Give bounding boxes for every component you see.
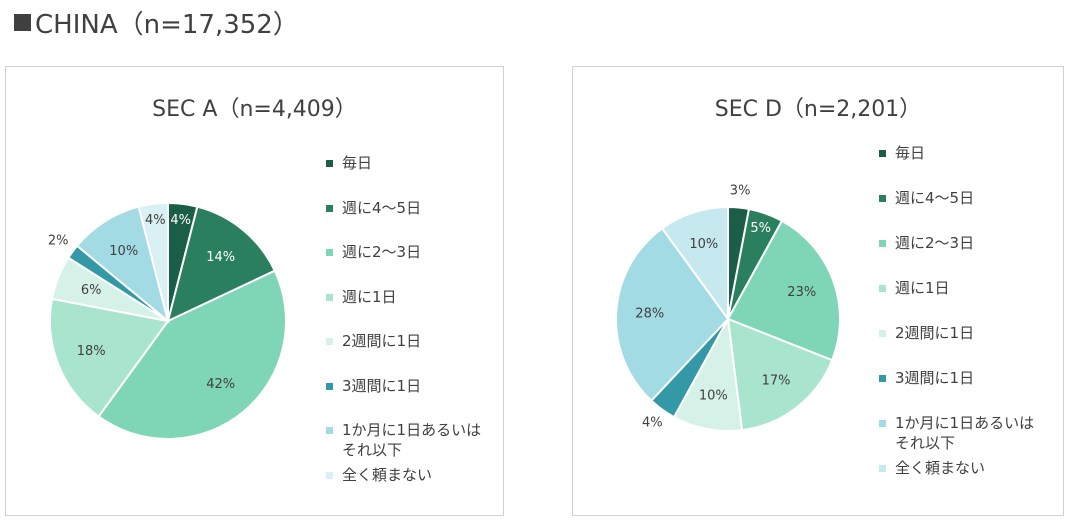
data-label: 14% bbox=[206, 250, 235, 265]
data-label: 5% bbox=[750, 221, 771, 236]
legend-item: 2週間に1日 bbox=[326, 331, 491, 351]
legend-item: 2週間に1日 bbox=[879, 323, 1049, 343]
pie-slice bbox=[660, 205, 729, 323]
legend-item: 1か月に1日あるいはそれ以下 bbox=[326, 420, 491, 460]
legend-marker bbox=[879, 465, 886, 472]
legend-item: 毎日 bbox=[879, 143, 1049, 163]
legend-item: 週に1日 bbox=[879, 278, 1049, 298]
legend-label: 3週間に1日 bbox=[342, 376, 422, 395]
data-label: 3% bbox=[730, 183, 751, 198]
legend-marker bbox=[326, 471, 333, 479]
data-label: 10% bbox=[689, 237, 718, 252]
legend-marker bbox=[326, 249, 333, 256]
legend-label: 2週間に1日 bbox=[895, 324, 975, 342]
data-label: 2% bbox=[48, 234, 69, 249]
chart-title: SEC A（n=4,409） bbox=[152, 97, 357, 122]
legend-label: 週に1日 bbox=[895, 279, 950, 297]
legend-label: 3週間に1日 bbox=[895, 369, 975, 387]
chart-panel: SEC D（n=2,201） 3% 5% 23% 17% 10% 4% 28% 10% 毎日週に… bbox=[572, 66, 1064, 516]
legend-item: 週に1日 bbox=[326, 287, 491, 307]
legend-item: 3週間に1日 bbox=[326, 376, 491, 396]
pie-chart: 3% 5% 23% 17% 10% 4% 28% 10% bbox=[615, 183, 841, 432]
data-label: 6% bbox=[81, 283, 102, 298]
pie-slice bbox=[615, 226, 730, 403]
legend-label: 毎日 bbox=[342, 154, 373, 172]
legend-label: 週に4～5日 bbox=[895, 189, 975, 207]
header-marker bbox=[14, 14, 31, 31]
legend-item: 週に2～3日 bbox=[879, 233, 1049, 253]
legend-item: 全く頼まない bbox=[879, 458, 1049, 478]
legend-label: 週に2～3日 bbox=[342, 243, 422, 261]
legend-item: 毎日 bbox=[326, 153, 491, 173]
chart-title: SEC D（n=2,201） bbox=[714, 97, 922, 122]
data-label: 10% bbox=[109, 244, 138, 259]
legend-marker bbox=[326, 204, 333, 212]
legend-marker bbox=[326, 382, 333, 390]
pie-slice bbox=[726, 317, 834, 432]
legend-label: 全く頼まない bbox=[342, 465, 433, 484]
data-label: 23% bbox=[787, 285, 816, 300]
data-label: 4% bbox=[145, 213, 166, 228]
legend-label: 週に4～5日 bbox=[342, 198, 422, 217]
pie-slice bbox=[137, 201, 169, 322]
pie-slice bbox=[49, 297, 170, 418]
legend-marker bbox=[326, 338, 333, 345]
pie-slice bbox=[97, 269, 287, 440]
legend-marker bbox=[879, 330, 886, 337]
data-label: 4% bbox=[170, 213, 191, 228]
legend-label: 2週間に1日 bbox=[342, 332, 422, 350]
legend-item: 全く頼まない bbox=[326, 465, 491, 485]
legend-marker bbox=[879, 375, 886, 382]
data-label: 28% bbox=[635, 307, 664, 322]
chart-panel: SEC A（n=4,409） 4% 14% 42% 18% 6% 2% 10% 4% 毎日週に4… bbox=[5, 66, 504, 516]
legend-label: 毎日 bbox=[895, 144, 926, 162]
data-label: 4% bbox=[642, 416, 663, 431]
page-title: CHINA（n=17,352） bbox=[35, 10, 299, 40]
legend-marker bbox=[326, 293, 333, 301]
legend-marker bbox=[879, 420, 886, 427]
legend-marker bbox=[879, 150, 886, 157]
legend-label: 1か月に1日あるいはそれ以下 bbox=[342, 421, 482, 459]
legend-label: 週に1日 bbox=[342, 287, 397, 306]
pie-chart: 4% 14% 42% 18% 6% 2% 10% 4% bbox=[48, 201, 287, 440]
legend-label: 週に2～3日 bbox=[895, 234, 975, 252]
legend-marker bbox=[879, 240, 886, 247]
data-label: 10% bbox=[699, 389, 728, 404]
data-label: 18% bbox=[77, 344, 106, 359]
data-label: 17% bbox=[762, 373, 791, 388]
legend-item: 3週間に1日 bbox=[879, 368, 1049, 388]
legend-item: 週に4～5日 bbox=[326, 198, 491, 218]
legend-label: 1か月に1日あるいはそれ以下 bbox=[895, 414, 1035, 452]
legend-marker bbox=[326, 427, 333, 434]
header: CHINA（n=17,352） bbox=[14, 4, 299, 41]
pie-slice bbox=[166, 205, 277, 323]
legend-marker bbox=[879, 195, 886, 202]
legend-item: 週に4～5日 bbox=[879, 188, 1049, 208]
legend-marker bbox=[326, 160, 333, 167]
legend-label: 全く頼まない bbox=[895, 459, 986, 477]
legend-marker bbox=[879, 285, 886, 292]
data-label: 42% bbox=[206, 377, 235, 392]
legend-item: 1か月に1日あるいはそれ以下 bbox=[879, 413, 1049, 453]
legend-item: 週に2～3日 bbox=[326, 242, 491, 262]
pie-slice bbox=[726, 219, 841, 362]
